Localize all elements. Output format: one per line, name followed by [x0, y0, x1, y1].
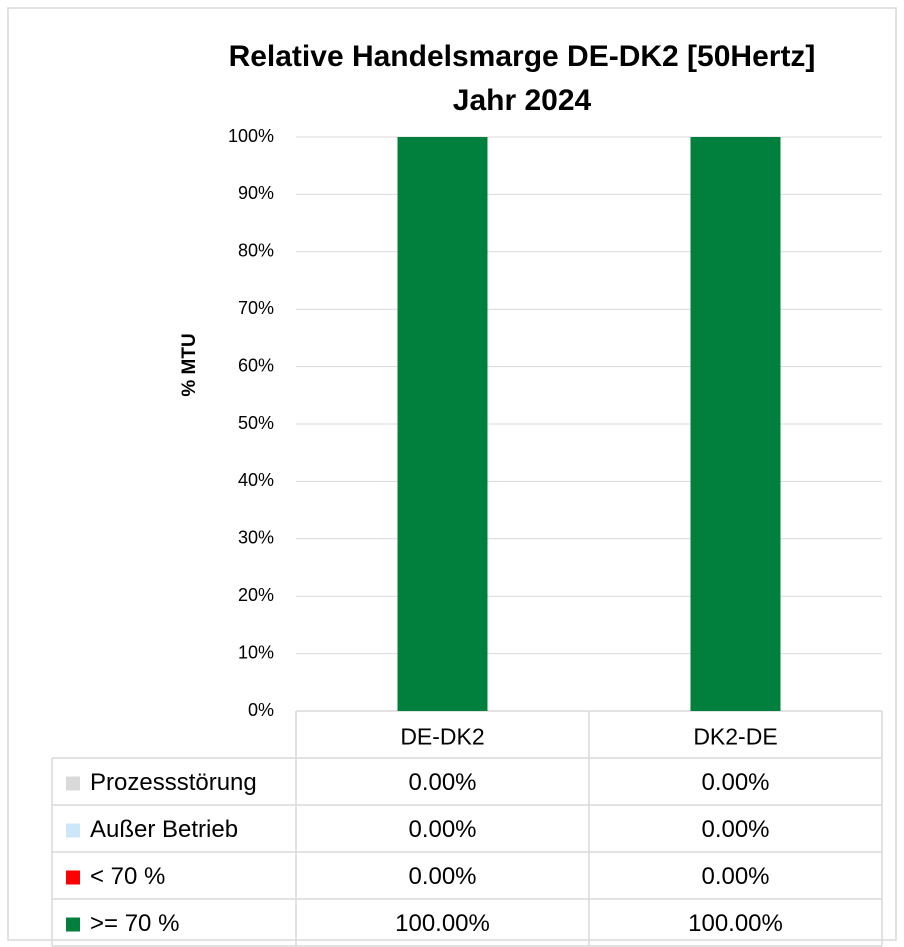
x-tick-label: DE-DK2: [400, 724, 484, 750]
legend-key: [66, 917, 80, 932]
legend-label: Außer Betrieb: [90, 816, 238, 843]
legend-key: [66, 776, 80, 791]
legend-key: [66, 870, 80, 885]
data-label: 0.00%: [408, 816, 476, 843]
data-label: 100.00%: [688, 910, 783, 937]
legend-label: >= 70 %: [90, 910, 179, 937]
legend-key: [66, 823, 80, 838]
data-label: 100.00%: [395, 910, 490, 937]
data-label: 0.00%: [408, 863, 476, 890]
legend-label: < 70 %: [90, 863, 165, 890]
y-tick-label: 90%: [238, 183, 274, 203]
y-tick-label: 50%: [238, 413, 274, 433]
y-tick-label: 40%: [238, 470, 274, 490]
y-tick-label: 60%: [238, 355, 274, 375]
x-tick-label: DK2-DE: [693, 724, 777, 750]
y-tick-label: 30%: [238, 528, 274, 548]
y-axis-label: % MTU: [179, 333, 200, 396]
chart-subtitle: Jahr 2024: [453, 84, 592, 117]
data-label: 0.00%: [701, 769, 769, 796]
y-tick-label: 100%: [228, 126, 274, 146]
y-tick-label: 80%: [238, 241, 274, 261]
y-tick-label: 70%: [238, 298, 274, 318]
data-label: 0.00%: [701, 816, 769, 843]
bar-segment: [397, 137, 488, 711]
chart-title: Relative Handelsmarge DE-DK2 [50Hertz]: [229, 40, 816, 73]
data-label: 0.00%: [701, 863, 769, 890]
bar-segment: [690, 137, 781, 711]
y-tick-label: 20%: [238, 585, 274, 605]
y-tick-label: 0%: [248, 700, 274, 720]
legend-label: Prozessstörung: [90, 769, 257, 796]
y-tick-label: 10%: [238, 642, 274, 662]
data-label: 0.00%: [408, 769, 476, 796]
